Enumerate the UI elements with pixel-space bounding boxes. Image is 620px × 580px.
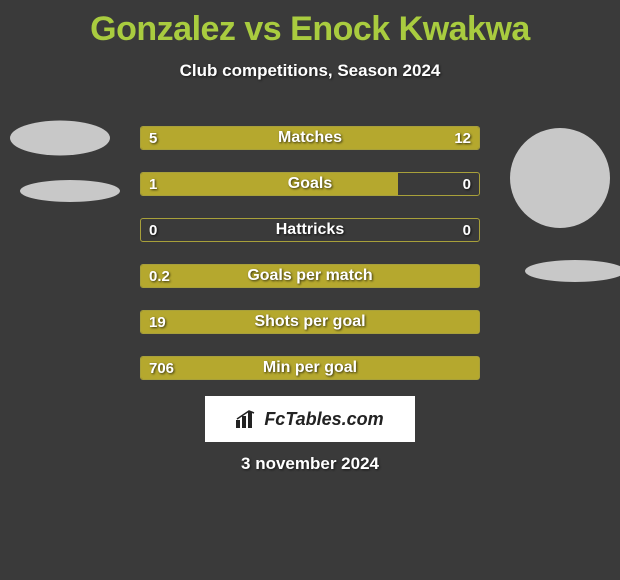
stat-row: 0.2Goals per match (140, 264, 480, 288)
vs-separator: vs (244, 10, 281, 48)
stat-row: 706Min per goal (140, 356, 480, 380)
stats-bars: 5Matches121Goals00Hattricks00.2Goals per… (140, 126, 480, 402)
comparison-title: Gonzalez vs Enock Kwakwa (0, 0, 620, 49)
stat-row: 5Matches12 (140, 126, 480, 150)
date-label: 3 november 2024 (0, 454, 620, 474)
stat-value-right: 0 (463, 173, 471, 195)
player2-name: Enock Kwakwa (290, 10, 530, 48)
logo-text: FcTables.com (264, 409, 383, 430)
player1-name: Gonzalez (90, 10, 235, 48)
stat-label: Min per goal (141, 357, 479, 379)
subtitle: Club competitions, Season 2024 (0, 61, 620, 81)
chart-icon (236, 410, 258, 428)
fctables-logo[interactable]: FcTables.com (205, 396, 415, 442)
stat-label: Goals (141, 173, 479, 195)
stat-label: Goals per match (141, 265, 479, 287)
stat-row: 19Shots per goal (140, 310, 480, 334)
player1-avatar (10, 121, 110, 156)
stat-row: 0Hattricks0 (140, 218, 480, 242)
player2-avatar-base (525, 260, 620, 282)
stat-label: Hattricks (141, 219, 479, 241)
stat-label: Matches (141, 127, 479, 149)
player2-avatar (510, 128, 610, 228)
stat-row: 1Goals0 (140, 172, 480, 196)
stat-label: Shots per goal (141, 311, 479, 333)
stat-value-right: 0 (463, 219, 471, 241)
player1-avatar-base (20, 180, 120, 202)
stat-value-right: 12 (454, 127, 471, 149)
